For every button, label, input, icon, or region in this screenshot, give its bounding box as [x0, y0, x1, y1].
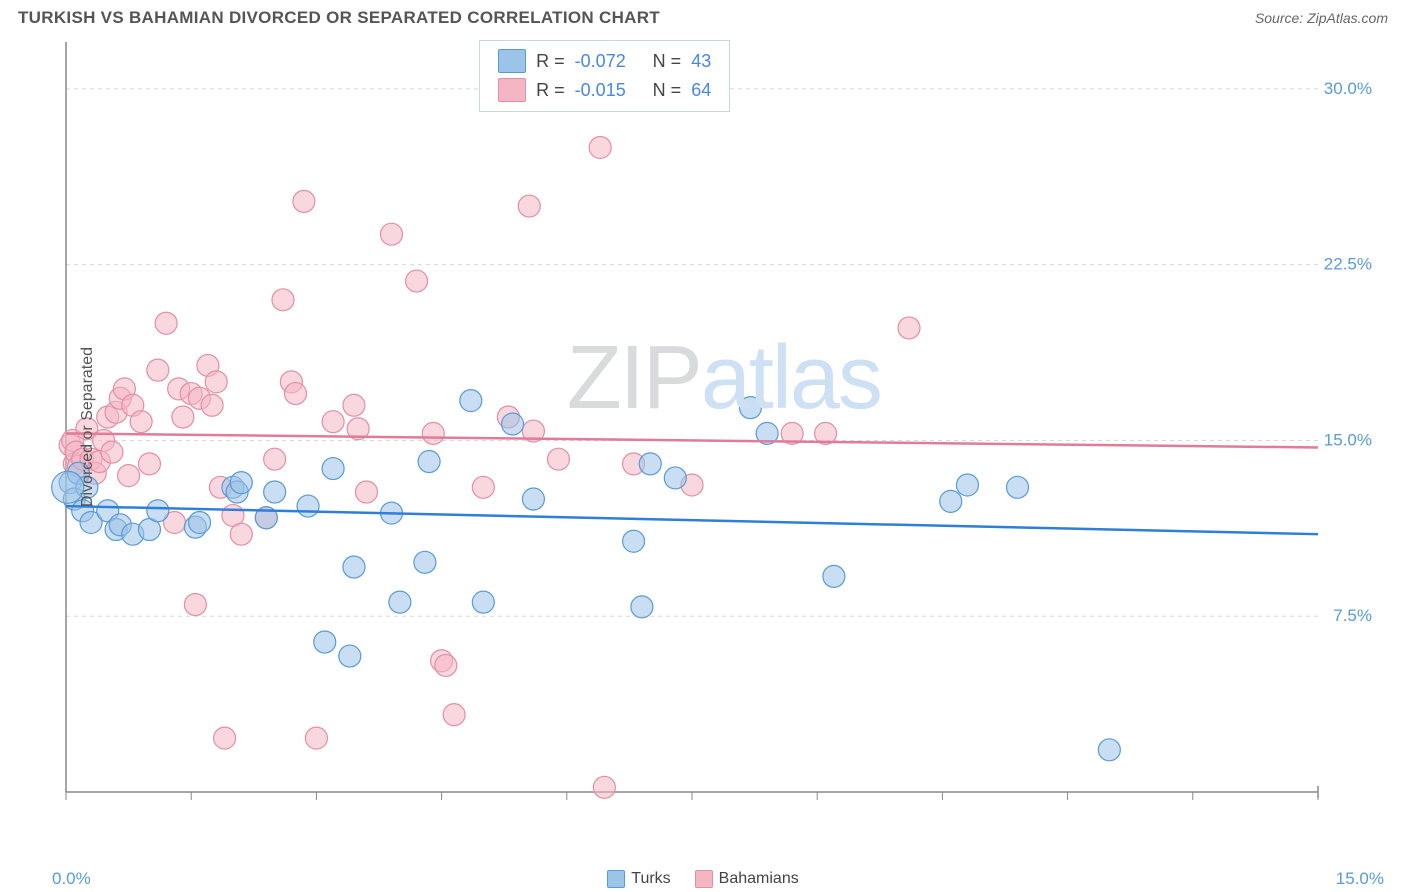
- data-point: [522, 488, 544, 510]
- y-tick-label: 30.0%: [1324, 79, 1372, 98]
- legend-item: Bahamians: [695, 870, 799, 888]
- data-point: [593, 776, 615, 798]
- y-tick-label: 7.5%: [1333, 606, 1372, 625]
- data-point: [322, 458, 344, 480]
- data-point: [343, 556, 365, 578]
- data-point: [406, 270, 428, 292]
- chart-header: TURKISH VS BAHAMIAN DIVORCED OR SEPARATE…: [0, 0, 1406, 32]
- x-axis-max-label: 15.0%: [1336, 869, 1384, 889]
- scatter-chart: 7.5% 15.0% 22.5% 30.0%: [18, 32, 1388, 822]
- n-value: 43: [691, 47, 711, 76]
- data-point: [189, 511, 211, 533]
- data-point: [214, 727, 236, 749]
- data-point: [118, 465, 140, 487]
- data-point: [230, 523, 252, 545]
- n-value: 64: [691, 76, 711, 105]
- data-point: [898, 317, 920, 339]
- data-point: [518, 195, 540, 217]
- data-point: [623, 530, 645, 552]
- data-point: [472, 591, 494, 613]
- data-point: [589, 136, 611, 158]
- legend-label: Bahamians: [719, 870, 799, 888]
- data-point: [339, 645, 361, 667]
- trend-line: [66, 506, 1318, 534]
- data-point: [285, 383, 307, 405]
- data-point: [264, 481, 286, 503]
- data-point: [322, 411, 344, 433]
- data-point: [472, 476, 494, 498]
- data-point: [435, 654, 457, 676]
- legend-swatch: [498, 78, 526, 102]
- data-point: [443, 704, 465, 726]
- chart-title: TURKISH VS BAHAMIAN DIVORCED OR SEPARATE…: [18, 8, 660, 28]
- data-point: [172, 406, 194, 428]
- x-axis-min-label: 0.0%: [52, 869, 91, 889]
- legend-swatch: [498, 49, 526, 73]
- legend-row: R = -0.015 N = 64: [498, 76, 711, 105]
- legend-swatch: [695, 870, 713, 888]
- data-point: [230, 472, 252, 494]
- correlation-legend: R = -0.072 N = 43 R = -0.015 N = 64: [479, 40, 730, 112]
- data-point: [201, 394, 223, 416]
- data-point: [956, 474, 978, 496]
- data-point: [414, 551, 436, 573]
- bottom-legend: 0.0% Turks Bahamians 15.0%: [0, 870, 1406, 888]
- source-label: Source: ZipAtlas.com: [1255, 10, 1388, 26]
- data-point: [297, 495, 319, 517]
- data-point: [147, 359, 169, 381]
- data-point: [502, 413, 524, 435]
- legend-row: R = -0.072 N = 43: [498, 47, 711, 76]
- data-point: [940, 490, 962, 512]
- data-point: [664, 467, 686, 489]
- data-point: [631, 596, 653, 618]
- data-point: [418, 451, 440, 473]
- data-point: [293, 190, 315, 212]
- data-point: [147, 500, 169, 522]
- data-point: [314, 631, 336, 653]
- data-point: [355, 481, 377, 503]
- data-point: [130, 411, 152, 433]
- data-point: [205, 371, 227, 393]
- data-point: [101, 441, 123, 463]
- r-value: -0.015: [575, 76, 643, 105]
- legend-item: Turks: [607, 870, 670, 888]
- data-point: [547, 448, 569, 470]
- y-tick-label: 22.5%: [1324, 255, 1372, 274]
- data-point: [1007, 476, 1029, 498]
- data-point: [639, 453, 661, 475]
- data-point: [264, 448, 286, 470]
- y-tick-label: 15.0%: [1324, 430, 1372, 449]
- y-axis-label: Divorced or Separated: [79, 347, 97, 507]
- series-legend: Turks Bahamians: [607, 870, 798, 888]
- r-label: R =: [536, 47, 565, 76]
- data-point: [381, 223, 403, 245]
- n-label: N =: [653, 47, 682, 76]
- r-value: -0.072: [575, 47, 643, 76]
- chart-area: Divorced or Separated 7.5% 15.0% 22.5% 30.0…: [18, 32, 1388, 822]
- data-point: [460, 390, 482, 412]
- data-point: [272, 289, 294, 311]
- data-point: [138, 453, 160, 475]
- data-point: [1098, 739, 1120, 761]
- data-point: [823, 565, 845, 587]
- data-point: [389, 591, 411, 613]
- legend-swatch: [607, 870, 625, 888]
- data-point: [739, 397, 761, 419]
- data-point: [422, 422, 444, 444]
- data-point: [343, 394, 365, 416]
- legend-label: Turks: [631, 870, 670, 888]
- data-point: [155, 312, 177, 334]
- n-label: N =: [653, 76, 682, 105]
- data-point: [305, 727, 327, 749]
- r-label: R =: [536, 76, 565, 105]
- data-point: [184, 594, 206, 616]
